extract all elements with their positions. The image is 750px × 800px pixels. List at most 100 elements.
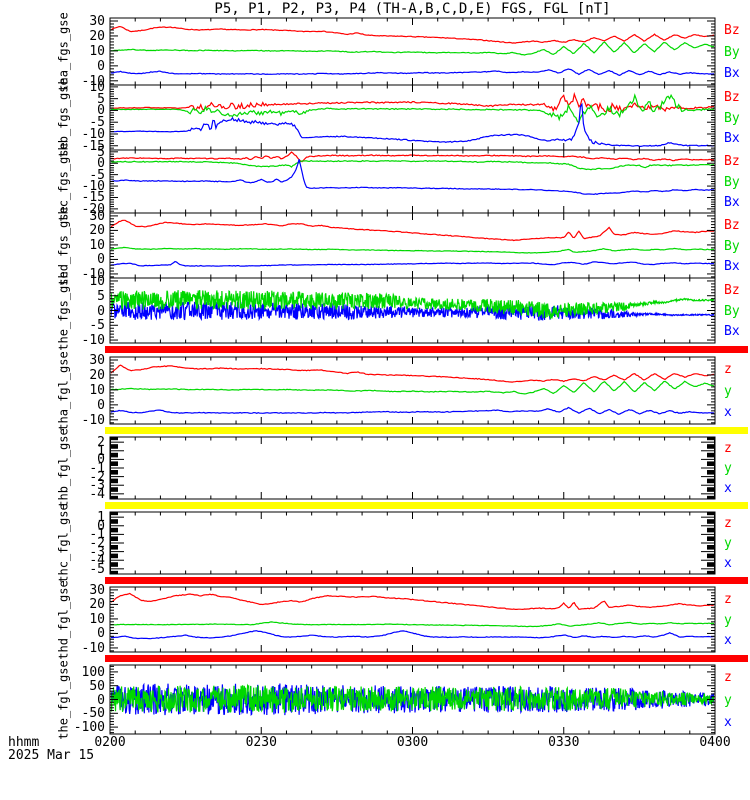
y-tick-label: 0 bbox=[97, 303, 105, 319]
separator-bar bbox=[105, 502, 748, 509]
right-label-thd_fgs_gse-Bx: Bx bbox=[724, 259, 740, 275]
y-tick-label: 0 bbox=[97, 103, 105, 119]
date-label: 2025 Mar 15 bbox=[8, 748, 95, 763]
y-tick-label: -10 bbox=[81, 266, 105, 282]
right-label-thd_fgl_gse-x: x bbox=[724, 633, 732, 649]
right-label-the_fgs_gse-By: By bbox=[724, 303, 740, 319]
right-label-thd_fgs_gse-Bz: Bz bbox=[724, 217, 740, 233]
series-thc_fgs_gse-By bbox=[111, 159, 714, 171]
right-label-tha_fgl_gse-x: x bbox=[724, 404, 732, 420]
y-tick-label: 0 bbox=[97, 452, 105, 468]
right-label-thb_fgl_gse-y: y bbox=[724, 461, 732, 476]
y-tick-label: 0 bbox=[97, 626, 105, 642]
x-tick-label: 0300 bbox=[396, 735, 429, 750]
panel-border-thc_fgl_gse bbox=[109, 511, 716, 575]
separator-bar bbox=[105, 427, 748, 434]
y-tick-label: 0 bbox=[97, 518, 105, 534]
separator-bar bbox=[105, 655, 748, 662]
y-tick-label: 50 bbox=[89, 678, 105, 694]
panel-ylabel-tha_fgl_gse: tha_fgl_gse bbox=[56, 350, 71, 431]
y-tick-label: -20 bbox=[81, 201, 105, 217]
series-thd_fgl_gse-z bbox=[111, 592, 714, 611]
panel-border-thd_fgs_gse bbox=[109, 212, 716, 279]
panel-ylabel-the_fgs_gse: the_fgs_gse bbox=[56, 270, 71, 351]
y-tick-label: 30 bbox=[89, 208, 105, 224]
series-tha_fgl_gse-z bbox=[111, 364, 714, 383]
panel-border-tha_fgs_gse bbox=[109, 17, 716, 86]
right-label-the_fgs_gse-Bz: Bz bbox=[724, 282, 740, 298]
chart-title: P5, P1, P2, P3, P4 (TH-A,B,C,D,E) FGS, F… bbox=[214, 1, 611, 17]
right-label-thc_fgl_gse-x: x bbox=[724, 555, 732, 571]
y-tick-label: 2 bbox=[97, 435, 105, 451]
series-tha_fgs_gse-Bx bbox=[111, 68, 714, 76]
separator-bar bbox=[105, 346, 748, 353]
right-label-the_fgl_gse-z: z bbox=[724, 670, 732, 686]
y-tick-label: 30 bbox=[89, 582, 105, 598]
panel-ylabel-thd_fgl_gse: thd_fgl_gse bbox=[56, 579, 71, 660]
y-tick-label: -3 bbox=[89, 544, 105, 560]
right-label-thb_fgs_gse-Bx: Bx bbox=[724, 131, 740, 147]
panel-border-thb_fgl_gse bbox=[109, 436, 716, 500]
right-label-the_fgs_gse-Bx: Bx bbox=[724, 324, 740, 340]
x-axis-unit-label: hhmm bbox=[8, 735, 40, 750]
y-tick-label: 0 bbox=[97, 156, 105, 172]
y-tick-label: -5 bbox=[89, 561, 105, 577]
y-tick-label: -10 bbox=[81, 333, 105, 349]
y-tick-label: -50 bbox=[81, 706, 105, 722]
right-label-thc_fgl_gse-y: y bbox=[724, 536, 732, 551]
y-tick-label: 10 bbox=[89, 43, 105, 59]
y-tick-label: 0 bbox=[97, 397, 105, 413]
right-label-tha_fgl_gse-z: z bbox=[724, 362, 732, 378]
y-tick-label: -1 bbox=[89, 461, 105, 476]
series-thb_fgs_gse-Bx bbox=[111, 102, 714, 147]
y-tick-label: -10 bbox=[81, 73, 105, 89]
right-label-thc_fgs_gse-By: By bbox=[724, 174, 740, 190]
y-tick-label: 10 bbox=[89, 382, 105, 398]
y-tick-label: 1 bbox=[97, 443, 105, 459]
right-label-the_fgl_gse-y: y bbox=[724, 692, 732, 708]
series-thd_fgl_gse-y bbox=[111, 621, 714, 628]
x-tick-label: 0230 bbox=[245, 735, 277, 750]
right-label-thc_fgl_gse-z: z bbox=[724, 516, 732, 532]
y-tick-label: 30 bbox=[89, 13, 105, 29]
series-the_fgs_gse-By bbox=[111, 290, 714, 320]
series-thb_fgs_gse-Bz bbox=[111, 91, 714, 113]
y-tick-label: -4 bbox=[89, 486, 105, 502]
series-tha_fgl_gse-y bbox=[111, 380, 714, 395]
series-the_fgs_gse-Bx bbox=[111, 300, 714, 322]
series-tha_fgs_gse-By bbox=[111, 41, 714, 56]
y-tick-label: 1 bbox=[97, 510, 105, 526]
right-label-thb_fgs_gse-By: By bbox=[724, 110, 740, 126]
x-tick-label: 0200 bbox=[94, 735, 126, 750]
right-label-thb_fgl_gse-z: z bbox=[724, 441, 732, 457]
y-tick-label: 20 bbox=[89, 223, 105, 239]
series-thd_fgl_gse-x bbox=[111, 630, 714, 640]
y-tick-label: 10 bbox=[89, 237, 105, 253]
y-tick-label: -10 bbox=[81, 640, 105, 656]
series-tha_fgl_gse-x bbox=[111, 406, 714, 415]
y-tick-label: 10 bbox=[89, 273, 105, 289]
right-label-thb_fgs_gse-Bz: Bz bbox=[724, 89, 740, 105]
right-label-tha_fgl_gse-y: y bbox=[724, 383, 732, 399]
right-label-thd_fgs_gse-By: By bbox=[724, 238, 740, 254]
panel-border-thd_fgl_gse bbox=[109, 586, 716, 653]
y-tick-label: -10 bbox=[81, 126, 105, 142]
y-tick-label: -100 bbox=[73, 720, 105, 736]
right-label-thc_fgs_gse-Bz: Bz bbox=[724, 154, 740, 170]
panel-ylabel-thb_fgl_gse: thb_fgl_gse bbox=[56, 428, 71, 508]
y-tick-label: 10 bbox=[89, 79, 105, 95]
series-the_fgl_gse-y bbox=[111, 683, 714, 713]
right-label-tha_fgs_gse-By: By bbox=[724, 44, 740, 60]
y-tick-label: -3 bbox=[89, 478, 105, 494]
x-tick-label: 0330 bbox=[548, 735, 580, 750]
series-thd_fgs_gse-By bbox=[111, 246, 714, 254]
y-tick-label: 0 bbox=[97, 692, 105, 708]
y-tick-label: -10 bbox=[81, 412, 105, 428]
y-tick-label: 0 bbox=[97, 58, 105, 74]
right-label-thc_fgs_gse-Bx: Bx bbox=[724, 194, 740, 210]
y-tick-label: 10 bbox=[89, 611, 105, 627]
y-tick-label: -15 bbox=[81, 190, 105, 206]
y-tick-label: -15 bbox=[81, 138, 105, 154]
